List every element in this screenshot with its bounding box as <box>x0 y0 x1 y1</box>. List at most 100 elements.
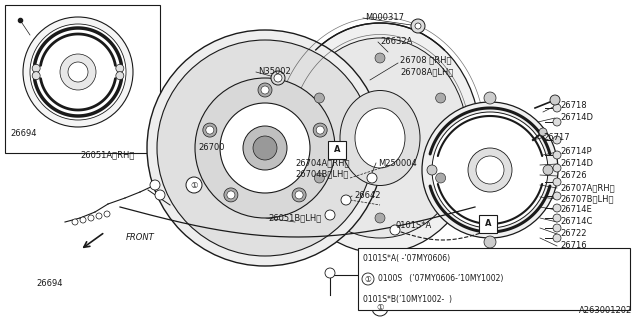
Circle shape <box>224 188 238 202</box>
Text: 26714P: 26714P <box>560 148 591 156</box>
Text: 26694: 26694 <box>36 278 63 287</box>
Text: 26708 〈RH〉: 26708 〈RH〉 <box>400 55 451 65</box>
Circle shape <box>32 72 40 80</box>
Circle shape <box>436 93 445 103</box>
Text: 26707A〈RH〉: 26707A〈RH〉 <box>560 183 614 193</box>
Text: 26716: 26716 <box>560 242 587 251</box>
Circle shape <box>271 71 285 85</box>
Bar <box>328 141 346 159</box>
Circle shape <box>72 219 78 225</box>
Text: 26726: 26726 <box>560 172 587 180</box>
Circle shape <box>30 24 126 120</box>
Circle shape <box>88 215 94 221</box>
Text: 26051B〈LH〉: 26051B〈LH〉 <box>268 213 321 222</box>
Circle shape <box>553 214 561 222</box>
Circle shape <box>362 273 374 285</box>
Bar <box>479 215 497 233</box>
Circle shape <box>476 156 504 184</box>
Circle shape <box>157 40 373 256</box>
Circle shape <box>553 151 561 159</box>
Circle shape <box>150 180 160 190</box>
Circle shape <box>195 78 335 218</box>
Circle shape <box>261 86 269 94</box>
Text: 26704A〈RH〉: 26704A〈RH〉 <box>295 158 349 167</box>
Circle shape <box>316 126 324 134</box>
Circle shape <box>539 128 547 136</box>
Text: A: A <box>333 146 340 155</box>
Circle shape <box>425 268 435 278</box>
Text: ①: ① <box>190 180 198 189</box>
Circle shape <box>325 268 335 278</box>
Circle shape <box>553 234 561 242</box>
Circle shape <box>147 30 383 266</box>
Circle shape <box>155 190 165 200</box>
Circle shape <box>253 136 277 160</box>
Circle shape <box>274 74 282 82</box>
Text: ①: ① <box>365 275 371 284</box>
Circle shape <box>432 112 548 228</box>
Text: 26714C: 26714C <box>560 218 593 227</box>
Text: A263001202: A263001202 <box>579 306 632 315</box>
Text: FRONT: FRONT <box>126 233 155 242</box>
Circle shape <box>325 210 335 220</box>
Text: 26714D: 26714D <box>560 159 593 169</box>
Circle shape <box>96 213 102 219</box>
Circle shape <box>186 177 202 193</box>
Circle shape <box>553 104 561 112</box>
Circle shape <box>206 126 214 134</box>
Circle shape <box>484 92 496 104</box>
Ellipse shape <box>280 23 480 253</box>
Text: 26694: 26694 <box>10 129 36 138</box>
Circle shape <box>258 83 272 97</box>
Ellipse shape <box>292 38 467 238</box>
Circle shape <box>550 95 560 105</box>
Circle shape <box>32 64 40 72</box>
Circle shape <box>68 62 88 82</box>
Circle shape <box>422 102 558 238</box>
Circle shape <box>314 173 324 183</box>
Circle shape <box>295 191 303 199</box>
Circle shape <box>468 148 512 192</box>
Text: A: A <box>484 220 492 228</box>
Circle shape <box>341 195 351 205</box>
Text: 0101S*A( -’07MY0606): 0101S*A( -’07MY0606) <box>363 254 450 263</box>
Circle shape <box>243 126 287 170</box>
Circle shape <box>553 178 561 186</box>
Circle shape <box>390 225 400 235</box>
Text: 26714E: 26714E <box>560 205 592 214</box>
Circle shape <box>23 17 133 127</box>
Circle shape <box>116 64 124 72</box>
Circle shape <box>367 173 377 183</box>
Text: 26704B〈LH〉: 26704B〈LH〉 <box>295 170 348 179</box>
Text: N35002: N35002 <box>258 68 291 76</box>
Text: 0100S   (’07MY0606-’10MY1002): 0100S (’07MY0606-’10MY1002) <box>378 275 504 284</box>
Text: 0101S*A: 0101S*A <box>396 220 432 229</box>
Text: 26717: 26717 <box>543 133 570 142</box>
Circle shape <box>372 300 388 316</box>
Text: 26722: 26722 <box>560 229 586 238</box>
Text: 26051A〈RH〉: 26051A〈RH〉 <box>80 150 134 159</box>
Ellipse shape <box>340 91 420 186</box>
Circle shape <box>553 204 561 212</box>
Circle shape <box>313 123 327 137</box>
Ellipse shape <box>355 108 405 168</box>
Circle shape <box>104 211 110 217</box>
Circle shape <box>553 192 561 200</box>
Circle shape <box>411 19 425 33</box>
Circle shape <box>314 93 324 103</box>
Circle shape <box>553 164 561 172</box>
Text: 26700: 26700 <box>198 143 225 153</box>
Circle shape <box>116 72 124 80</box>
Circle shape <box>553 224 561 232</box>
Bar <box>358 248 630 310</box>
Text: M250004: M250004 <box>378 158 417 167</box>
Circle shape <box>415 23 421 29</box>
Circle shape <box>436 173 445 183</box>
Circle shape <box>553 118 561 126</box>
Text: 26718: 26718 <box>560 100 587 109</box>
Text: 26708A〈LH〉: 26708A〈LH〉 <box>400 68 453 76</box>
Text: 26632A: 26632A <box>380 37 412 46</box>
Circle shape <box>375 53 385 63</box>
Circle shape <box>292 188 306 202</box>
Text: 26707B〈LH〉: 26707B〈LH〉 <box>560 195 614 204</box>
